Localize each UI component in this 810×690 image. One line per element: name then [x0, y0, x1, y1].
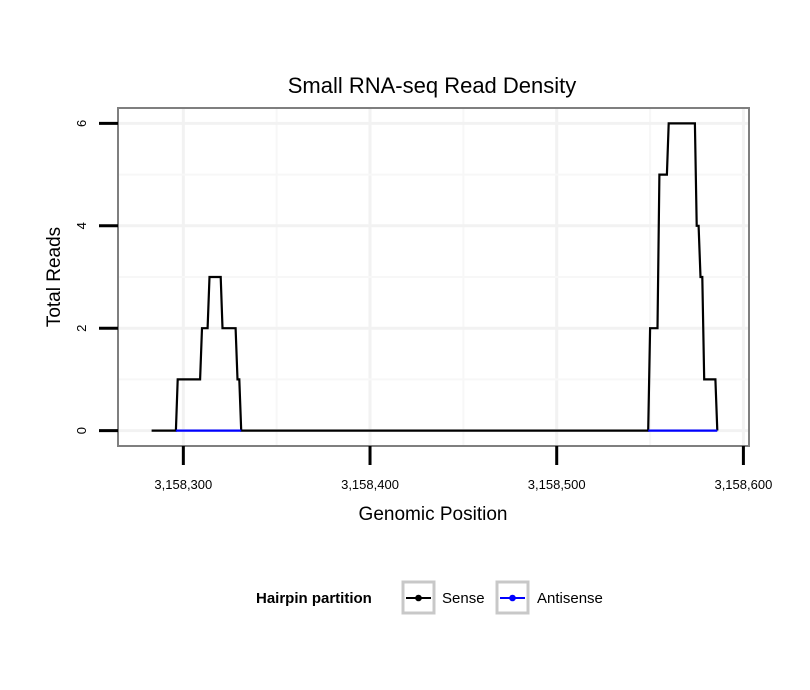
series-line-sense [151, 122, 719, 432]
x-tick-label: 3,158,300 [154, 477, 212, 492]
legend-title: Hairpin partition [256, 590, 372, 607]
x-tick-label: 3,158,600 [714, 477, 772, 492]
x-tick-label: 3,158,400 [341, 477, 399, 492]
x-tick-label: 3,158,500 [528, 477, 586, 492]
legend: Hairpin partition Sense Antisense [256, 580, 603, 615]
legend-marker-antisense [509, 594, 516, 602]
legend-label-sense: Sense [442, 590, 485, 607]
legend-label-antisense: Antisense [537, 590, 603, 607]
y-axis-label: Total Reads [44, 227, 65, 327]
axes: 3,158,300 3,158,400 3,158,500 3,158,600 0 2 4 6 [74, 120, 772, 492]
x-axis-label: Genomic Position [359, 504, 508, 525]
series-layer [151, 122, 719, 432]
y-tick-label: 6 [74, 120, 89, 127]
legend-item-sense: Sense [401, 580, 485, 615]
y-tick-label: 2 [74, 325, 89, 332]
y-tick-label: 0 [74, 427, 89, 434]
chart-title: Small RNA-seq Read Density [288, 73, 577, 98]
plot-border [117, 107, 750, 447]
legend-marker-sense [415, 594, 422, 602]
legend-item-antisense: Antisense [495, 580, 603, 615]
y-tick-label: 4 [74, 222, 89, 229]
